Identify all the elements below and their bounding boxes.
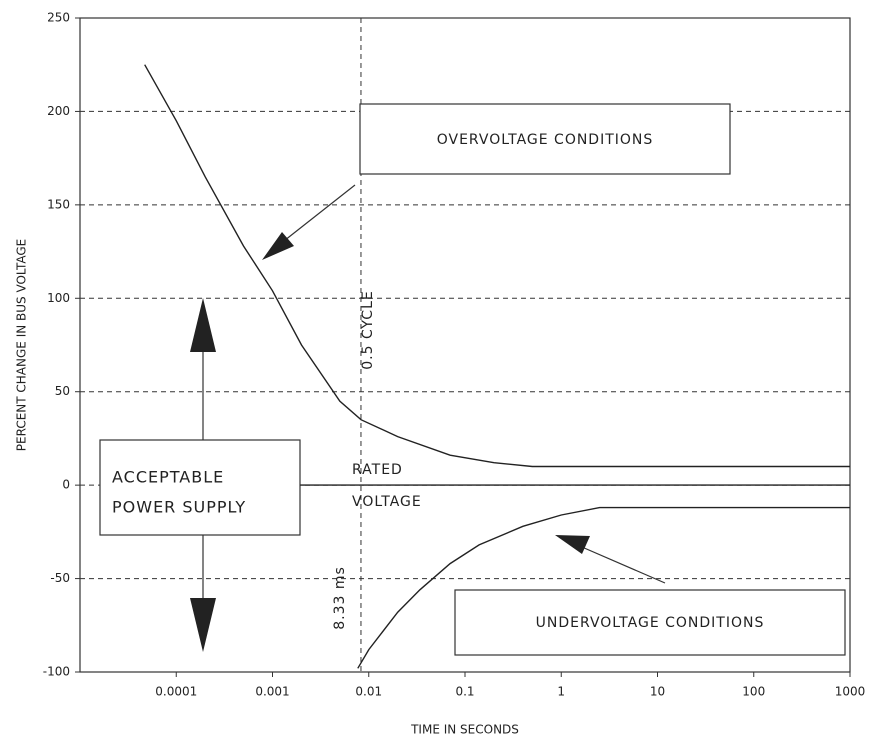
annotation: VOLTAGE [352, 494, 422, 510]
arrow [274, 184, 356, 249]
y-axis-title: PERCENT CHANGE IN BUS VOLTAGE [15, 239, 29, 451]
annotation: 0.5 CYCLE [360, 290, 376, 369]
arrow-head [190, 298, 216, 352]
annotation: OVERVOLTAGE CONDITIONS [437, 132, 654, 148]
x-tick-label: 0.0001 [155, 685, 197, 699]
annotation: POWER SUPPLY [112, 498, 246, 517]
y-tick-label: -50 [50, 571, 70, 585]
x-tick-label: 10 [650, 685, 665, 699]
arrow-head [555, 535, 590, 554]
y-tick-label: 50 [55, 384, 70, 398]
annotation: ACCEPTABLE [112, 468, 224, 487]
annotation: RATED [352, 462, 403, 478]
y-tick-label: 200 [47, 104, 70, 118]
x-tick-label: 1 [557, 685, 565, 699]
y-tick-label: 250 [47, 11, 70, 25]
x-tick-label: 1000 [835, 685, 866, 699]
annotation-box [99, 439, 301, 536]
annotation: UNDERVOLTAGE CONDITIONS [536, 615, 765, 631]
annotation: 8.33 ms [332, 566, 348, 630]
x-tick-label: 0.01 [355, 685, 382, 699]
y-tick-label: 150 [47, 197, 70, 211]
annotation-box [454, 589, 846, 656]
curve [144, 64, 850, 468]
y-tick-label: 100 [47, 291, 70, 305]
y-tick-label: -100 [43, 665, 70, 679]
arrow-head [190, 598, 216, 652]
x-tick-label: 0.001 [255, 685, 289, 699]
curve [357, 506, 850, 669]
arrow [574, 543, 666, 584]
x-axis-title: TIME IN SECONDS [410, 723, 519, 737]
x-tick-label: 100 [742, 685, 765, 699]
arrow-head [262, 232, 294, 260]
annotation-box [359, 103, 731, 175]
y-tick-label: 0 [62, 478, 70, 492]
x-tick-label: 0.1 [455, 685, 474, 699]
